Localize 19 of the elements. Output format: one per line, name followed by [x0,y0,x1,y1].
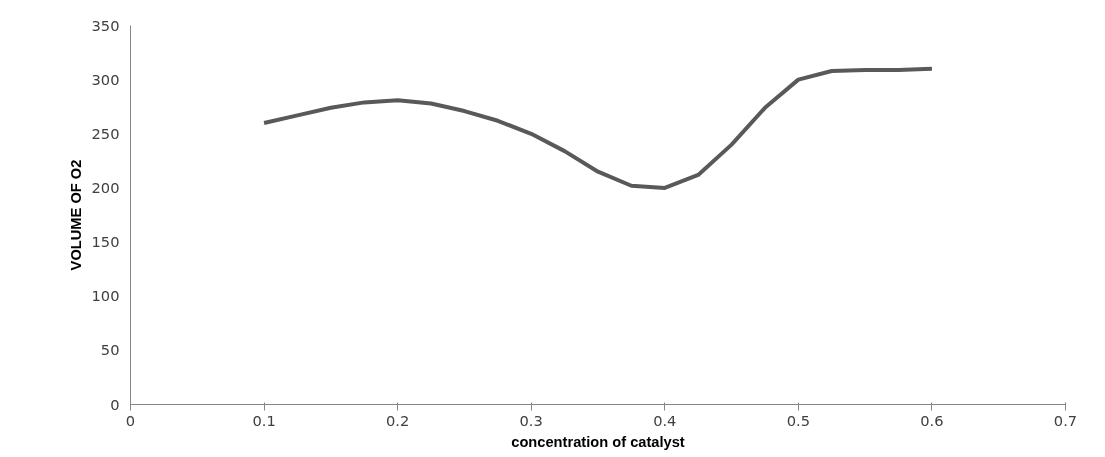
y-tick-label: 100 [91,287,120,305]
x-tick-label: 0.2 [385,411,410,429]
y-tick-label: 150 [91,233,120,251]
y-tick-label: 50 [100,341,120,359]
x-tick-label: 0 [125,411,136,429]
x-tick-label: 0.7 [1053,411,1078,429]
x-tick-label: 0.3 [519,411,543,429]
y-tick-label: 250 [91,124,120,142]
x-tick-label: 0.5 [786,411,811,429]
y-tick-label: 300 [91,70,120,88]
x-axis-title: concentration of catalyst [511,433,685,450]
x-tick-label: 0.4 [653,411,677,429]
x-tick-label: 0.6 [920,411,944,429]
y-tick-label: 200 [91,178,120,196]
y-tick-label: 350 [91,16,120,34]
line-series [262,66,934,190]
y-axis-title: VOLUME OF O2 [67,159,84,271]
y-tick-label: 0 [110,395,120,413]
x-tick-label: 0.1 [252,411,276,429]
